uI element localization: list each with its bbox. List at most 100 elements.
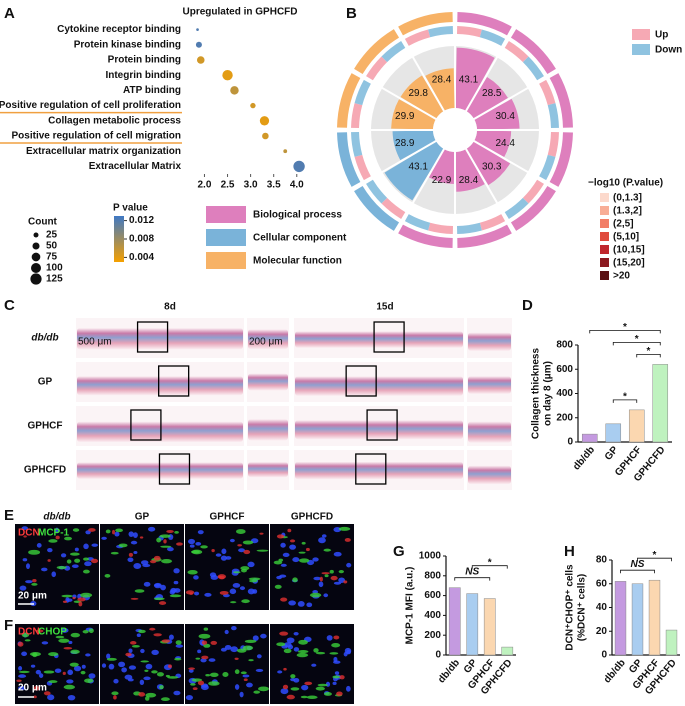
sector-ring — [398, 224, 453, 248]
red-signal — [219, 590, 229, 595]
size-legend-dot — [31, 252, 41, 262]
scale-label: (15,20] — [613, 258, 645, 269]
red-signal — [259, 532, 264, 535]
green-signal — [140, 660, 149, 663]
nucleus — [221, 548, 227, 555]
nucleus — [238, 548, 245, 553]
green-signal — [300, 695, 308, 699]
sector-ring — [398, 12, 453, 36]
inner-value: 30.3 — [482, 161, 502, 172]
size-legend-label: 100 — [46, 263, 63, 274]
nucleus — [343, 651, 348, 657]
up-ring — [366, 56, 388, 81]
green-signal — [313, 648, 319, 653]
green-signal — [208, 681, 220, 686]
group-swatch — [206, 206, 246, 223]
green-signal — [258, 686, 269, 692]
green-signal — [248, 577, 261, 581]
nucleus — [280, 542, 286, 548]
inner-bar — [466, 77, 508, 119]
significance-bracket — [471, 565, 508, 569]
x-tick-label: db/db — [602, 658, 628, 686]
red-signal — [176, 542, 183, 546]
nucleus — [136, 633, 141, 637]
nucleus — [88, 673, 96, 679]
green-signal — [70, 632, 80, 638]
nucleus — [167, 546, 174, 552]
nucleus — [224, 645, 232, 650]
histology-tissue — [248, 373, 288, 391]
nucleus — [18, 666, 23, 671]
group-swatch — [206, 229, 246, 246]
up-ring — [504, 41, 529, 63]
green-signal — [315, 686, 325, 691]
nucleus — [189, 544, 195, 548]
green-signal — [156, 537, 162, 543]
green-signal — [315, 651, 326, 655]
term-label: Integrin binding — [105, 70, 181, 81]
dot — [262, 132, 269, 140]
nucleus — [41, 567, 48, 572]
nucleus — [173, 568, 180, 574]
term-label: Cytokine receptor binding — [57, 24, 181, 35]
size-legend-dot — [33, 232, 39, 238]
nucleus — [260, 633, 267, 639]
term-label: ATP binding — [123, 85, 181, 96]
green-signal — [276, 642, 286, 647]
up-ring — [547, 132, 559, 157]
red-signal — [282, 684, 289, 690]
nucleus — [276, 575, 282, 580]
down-ring — [504, 197, 529, 219]
red-signal — [185, 590, 195, 595]
nucleus — [210, 574, 219, 580]
inner-value: 28.9 — [395, 138, 415, 149]
nucleus — [91, 543, 98, 547]
nucleus — [246, 682, 253, 688]
scale-bar-label: 20 μm — [18, 683, 47, 694]
inner-value: 28.4 — [459, 175, 479, 186]
nucleus — [188, 538, 196, 545]
up-ring — [404, 29, 431, 46]
green-signal — [329, 652, 339, 655]
green-signal — [244, 639, 257, 644]
y-tick-label: 60 — [596, 578, 608, 589]
nucleus — [234, 684, 240, 690]
zoom-box — [136, 321, 169, 353]
y-tick-label: 40 — [596, 602, 608, 613]
histology-tissue — [468, 332, 511, 351]
green-signal — [205, 674, 211, 677]
down-ring — [381, 41, 406, 63]
nucleus — [220, 555, 228, 561]
green-signal — [167, 676, 179, 679]
size-legend-label: 50 — [46, 241, 58, 252]
nucleus — [194, 591, 200, 596]
green-signal — [70, 649, 80, 654]
term-label: Extracellular Matrix — [89, 161, 182, 172]
up-ring — [354, 154, 371, 181]
green-signal — [323, 548, 332, 552]
green-signal — [115, 528, 123, 533]
dot — [222, 70, 233, 81]
green-signal — [248, 659, 254, 662]
green-signal — [317, 683, 328, 687]
up-ring — [457, 26, 482, 38]
nucleus — [252, 635, 259, 641]
term-label: Extracellular matrix organization — [26, 146, 181, 157]
histology-tissue — [295, 331, 463, 348]
inner-value: 43.1 — [408, 161, 428, 172]
significance-label: * — [635, 334, 639, 345]
red-signal — [62, 671, 66, 675]
size-legend-label: 125 — [46, 274, 63, 285]
red-signal — [218, 575, 222, 579]
nucleus — [73, 665, 82, 672]
up-ring — [479, 214, 506, 231]
bar — [652, 364, 669, 443]
y-axis-label: on day 8 (μm) — [543, 361, 554, 426]
red-signal — [197, 680, 205, 686]
green-signal — [110, 551, 119, 555]
nucleus — [35, 669, 42, 675]
sector-ring — [337, 132, 361, 187]
red-signal — [88, 528, 96, 532]
red-signal — [153, 555, 161, 561]
scale-label: (10,15] — [613, 245, 645, 256]
